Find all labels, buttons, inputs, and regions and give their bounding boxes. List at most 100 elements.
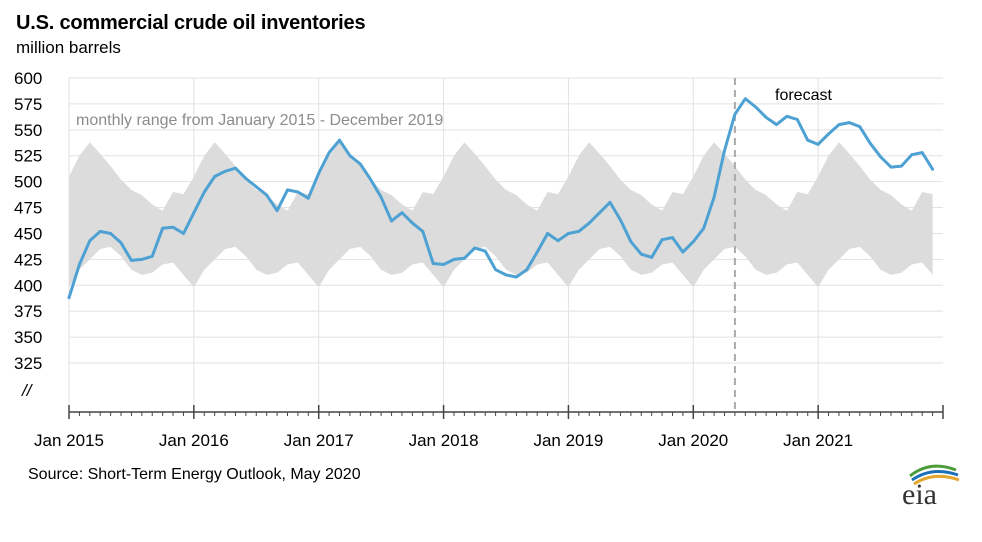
data-point (119, 241, 123, 245)
logo-swoosh-gold (913, 474, 960, 486)
inventory-line (67, 97, 935, 300)
data-point (764, 115, 768, 119)
chart-title: U.S. commercial crude oil inventories (16, 12, 366, 34)
data-point (327, 151, 331, 155)
logo-swoosh-blue (911, 469, 959, 482)
data-point (494, 268, 497, 272)
data-point (275, 209, 279, 213)
y-tick-label: 375 (14, 302, 42, 321)
data-point (161, 226, 165, 230)
data-point (879, 155, 882, 159)
data-point (535, 250, 539, 254)
data-point (556, 239, 560, 243)
data-point (192, 211, 196, 215)
data-point (317, 171, 321, 175)
data-point (483, 249, 487, 253)
data-point (67, 296, 71, 300)
data-point (681, 250, 685, 254)
y-tick-label: 450 (14, 224, 42, 243)
x-tick-label: Jan 2017 (284, 431, 354, 450)
data-point (847, 121, 851, 124)
data-point (150, 254, 154, 258)
x-tick-label: Jan 2018 (409, 431, 479, 450)
data-point (431, 262, 435, 265)
data-point (525, 268, 529, 272)
data-point (806, 138, 810, 142)
data-point (931, 167, 934, 171)
data-point (608, 200, 612, 204)
logo-swoosh-green (909, 464, 957, 478)
data-point (899, 164, 903, 168)
y-tick-label: 575 (14, 95, 42, 114)
data-point (348, 154, 352, 158)
data-point (234, 166, 237, 170)
data-point (223, 169, 227, 173)
y-tick-label: 325 (14, 354, 42, 373)
data-point (88, 239, 92, 243)
data-point (421, 229, 425, 233)
data-points (67, 97, 934, 300)
x-tick-label: Jan 2019 (533, 431, 603, 450)
data-point (452, 257, 456, 261)
data-point (671, 236, 674, 240)
data-point (795, 118, 799, 121)
y-tick-label: 525 (14, 147, 42, 166)
logo-text: eia (902, 478, 937, 510)
data-point (296, 190, 300, 194)
data-point (130, 259, 133, 262)
data-point (140, 257, 144, 261)
data-point (743, 97, 747, 101)
data-point (182, 232, 185, 235)
data-point (390, 219, 393, 223)
data-point (410, 221, 414, 225)
data-point (702, 226, 706, 230)
data-point (546, 232, 550, 235)
data-point (567, 232, 570, 235)
data-point (515, 275, 518, 279)
data-point (400, 211, 404, 215)
data-point (587, 221, 591, 225)
data-point (171, 225, 175, 229)
x-axis: Jan 2015 Jan 2016 Jan 2017 Jan 2018 Jan 2019… (34, 405, 944, 450)
x-tick-label: Jan 2015 (34, 431, 104, 450)
data-point (691, 240, 695, 244)
data-point (629, 240, 633, 244)
data-point (827, 132, 830, 136)
data-point (660, 238, 664, 242)
data-point (462, 256, 466, 260)
data-point (338, 138, 341, 142)
range-band-label: monthly range from January 2015 - Decemb… (76, 112, 443, 129)
data-point (889, 165, 893, 169)
data-point (723, 149, 726, 152)
y-tick-label: 550 (14, 121, 42, 140)
data-point (775, 123, 778, 127)
data-point (577, 229, 581, 233)
data-point (639, 252, 643, 256)
data-point (754, 105, 758, 109)
forecast-label: forecast (775, 87, 832, 104)
data-point (598, 211, 602, 215)
data-point (358, 162, 362, 166)
data-point (712, 195, 716, 199)
data-point (109, 232, 113, 235)
data-point (442, 263, 445, 266)
data-point (202, 190, 206, 194)
data-point (910, 153, 914, 157)
y-tick-label: 350 (14, 328, 42, 347)
data-point (619, 218, 622, 222)
data-point (650, 255, 654, 259)
data-point (473, 246, 477, 250)
data-point (98, 229, 102, 233)
data-point (816, 142, 820, 146)
x-tick-label: Jan 2020 (658, 431, 728, 450)
range-band (69, 142, 933, 288)
data-point (733, 112, 737, 116)
data-point (265, 193, 269, 197)
data-point (78, 263, 81, 266)
data-point (213, 175, 217, 178)
y-tick-label: 600 (14, 69, 42, 88)
y-tick-label: 500 (14, 173, 42, 192)
data-point (286, 188, 289, 192)
y-tick-label: 425 (14, 250, 42, 269)
